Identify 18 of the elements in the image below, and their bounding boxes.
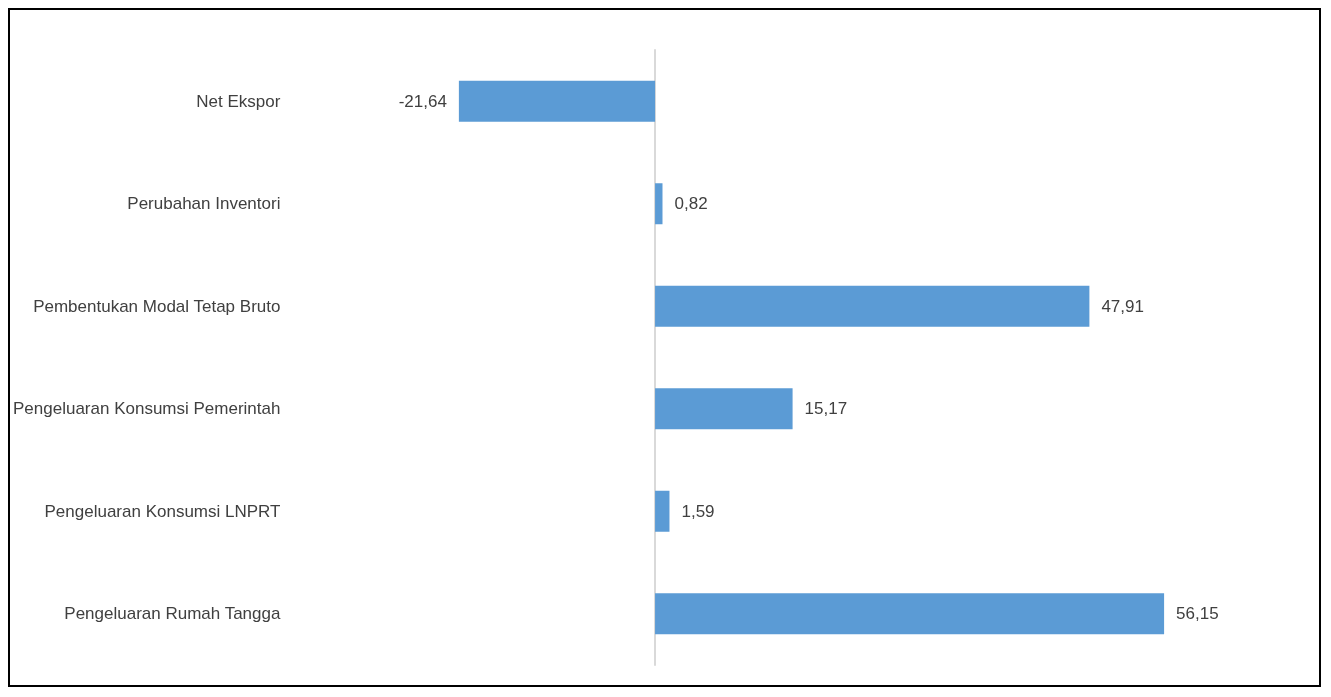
y-tick-label: Pengeluaran Rumah Tangga <box>64 604 281 624</box>
y-tick-label: Net Ekspor <box>196 91 281 111</box>
data-label: 0,82 <box>674 194 708 214</box>
data-label: -21,64 <box>398 91 447 111</box>
y-tick-label: Perubahan Inventori <box>127 194 281 214</box>
data-label: 56,15 <box>1176 604 1219 624</box>
bar <box>655 490 670 532</box>
data-label: 15,17 <box>804 399 848 419</box>
data-label: 47,91 <box>1101 296 1144 316</box>
data-label: 1,59 <box>681 501 715 521</box>
y-tick-label: Pengeluaran Konsumsi LNPRT <box>44 501 281 521</box>
bar <box>655 388 793 430</box>
bar <box>458 80 656 122</box>
y-tick-label: Pengeluaran Konsumsi Pemerintah <box>13 399 281 419</box>
bar <box>655 593 1165 635</box>
bar <box>655 285 1090 327</box>
bar <box>655 183 663 225</box>
y-tick-label: Pembentukan Modal Tetap Bruto <box>33 296 281 316</box>
